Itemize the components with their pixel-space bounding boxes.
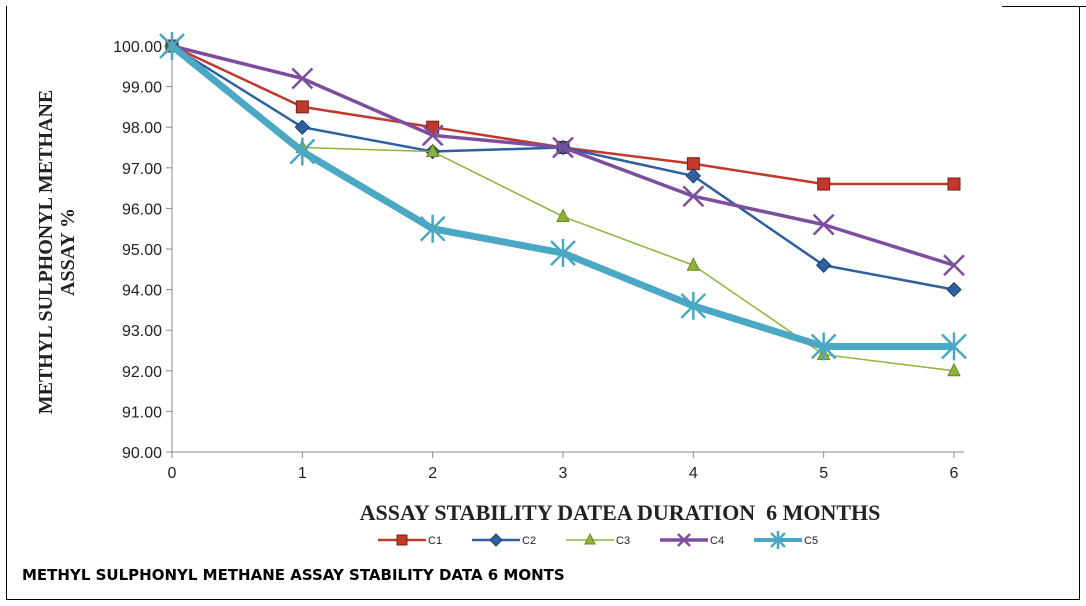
data-point-C1: [817, 177, 831, 191]
legend-label-C1: C1: [428, 535, 442, 547]
x-tick-label: 3: [559, 465, 568, 482]
y-tick-label: 96.00: [122, 201, 162, 218]
data-point-C5: [289, 137, 316, 166]
legend-marker-C1: [396, 534, 408, 546]
x-tick-label: 4: [689, 465, 698, 482]
series-C5: [159, 32, 967, 361]
data-point-C1: [947, 177, 961, 191]
y-tick-label: 90.00: [122, 445, 162, 462]
y-tick-label: 98.00: [122, 120, 162, 137]
y-tick-label: 94.00: [122, 283, 162, 300]
figure-frame: [6, 6, 1080, 600]
y-axis-label-line-1: METHYL SULPHONYL METHANE: [35, 90, 57, 415]
line-chart: 90.00 91.00 92.00 93.00 94.00 95.00 96.00 97.00…: [35, 32, 967, 549]
y-tick-label: 99.00: [122, 80, 162, 97]
y-tick-label: 91.00: [122, 404, 162, 421]
x-tick-label: 0: [168, 465, 177, 482]
legend-label-C4: C4: [710, 535, 724, 547]
axes: [166, 40, 964, 458]
data-point-C5: [550, 239, 576, 268]
data-point-C4: [682, 185, 705, 208]
data-point-C3: [425, 143, 440, 158]
y-tick-label: 93.00: [122, 323, 162, 340]
data-point-C2: [294, 119, 311, 135]
legend-marker-C3: [584, 532, 596, 545]
data-point-C5: [941, 332, 967, 361]
data-point-C5: [810, 332, 837, 361]
data-point-C2: [946, 281, 962, 298]
x-tick-label: 6: [950, 465, 959, 482]
data-point-C4: [943, 254, 965, 277]
legend-item-C4: C4: [660, 533, 724, 547]
legend-item-C3: C3: [566, 532, 630, 547]
data-point-C1: [295, 100, 309, 114]
data-point-C4: [421, 124, 444, 147]
legend-label-C2: C2: [522, 535, 536, 547]
y-tick-label: 97.00: [122, 161, 162, 178]
y-axis-label-line-2: ASSAY %: [57, 208, 79, 296]
data-point-C3: [947, 362, 961, 377]
data-point-C3: [686, 257, 701, 271]
data-point-C5: [419, 214, 446, 243]
y-tick-label: 100.00: [113, 39, 162, 56]
data-point-C2: [685, 168, 702, 184]
data-point-C1: [426, 120, 440, 134]
legend-item-C1: C1: [378, 534, 442, 547]
data-point-C5: [159, 32, 185, 60]
legend-item-C5: C5: [754, 531, 818, 549]
y-tick-label: 92.00: [122, 364, 162, 381]
x-tick-labels: 0 1 2 3 4 5 6: [168, 465, 959, 482]
y-tick-labels: 90.00 91.00 92.00 93.00 94.00 95.00 96.00 97.00…: [113, 39, 162, 462]
x-tick-label: 5: [819, 465, 828, 482]
series-group: [159, 32, 967, 377]
legend-label-C3: C3: [616, 535, 630, 547]
figure-caption: METHYL SULPHONYL METHANE ASSAY STABILITY…: [22, 566, 565, 584]
series-C3: [165, 37, 961, 377]
series-line-C4: [171, 44, 955, 267]
series-line-C5: [169, 43, 954, 350]
data-point-C5: [680, 291, 707, 320]
legend-marker-C5: [770, 531, 786, 549]
data-point-C4: [291, 67, 314, 90]
data-point-C4: [812, 213, 835, 236]
series-line-C1: [171, 44, 954, 186]
frame-top-line: [1002, 6, 1086, 7]
y-axis-label: METHYL SULPHONYL METHANE ASSAY %: [35, 90, 79, 415]
legend-marker-C4: [677, 533, 691, 547]
series-line-C3: [171, 45, 955, 372]
data-point-C4: [552, 136, 574, 159]
data-point-C2: [815, 257, 832, 273]
legend: C1 C2 C3 C4 C5: [378, 531, 818, 549]
x-axis-label: ASSAY STABILITY DATEA DURATION 6 MONTHS: [360, 500, 881, 525]
x-tick-label: 1: [298, 465, 307, 482]
x-tick-label: 2: [428, 465, 437, 482]
legend-marker-C2: [489, 533, 503, 547]
legend-item-C2: C2: [472, 533, 536, 547]
data-point-C3: [556, 208, 570, 223]
data-point-C1: [686, 157, 700, 171]
legend-label-C5: C5: [804, 535, 818, 547]
y-tick-label: 95.00: [122, 242, 162, 259]
